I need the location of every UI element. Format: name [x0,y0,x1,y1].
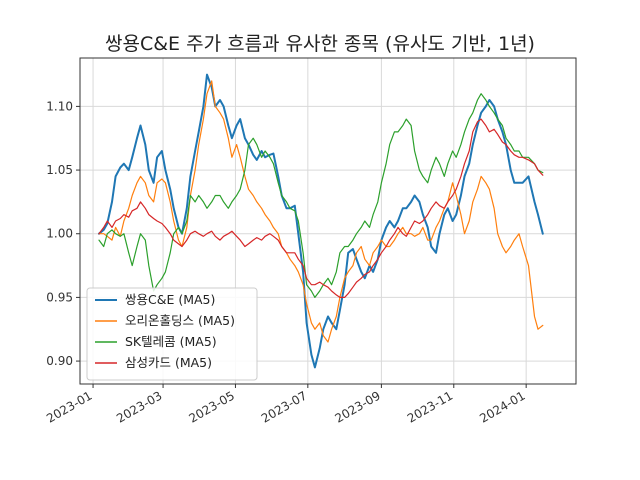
y-tick-label: 0.95 [46,290,73,304]
chart-title: 쌍용C&E 주가 흐름과 유사한 종목 (유사도 기반, 1년) [105,33,535,55]
series-line-3 [98,93,544,298]
x-tick-label: 2023-09 [332,388,382,425]
y-tick-label: 0.90 [46,354,73,368]
legend-label: SK텔레콤 (MA5) [125,334,217,349]
x-tick-label: 2023-11 [405,388,455,425]
y-tick-label: 1.05 [46,163,73,177]
y-tick-label: 1.10 [46,99,73,113]
series-lines [98,73,544,369]
series-line-2 [98,80,544,343]
x-tick-label: 2023-05 [187,388,237,425]
legend-box [86,287,258,381]
legend-label: 삼성카드 (MA5) [125,355,212,370]
legend-label: 오리온홀딩스 (MA5) [125,313,235,328]
y-tick-label: 1.00 [46,227,73,241]
series-line-4 [98,118,544,298]
x-tick-label: 2023-07 [259,388,309,425]
legend-label: 쌍용C&E (MA5) [125,292,215,307]
legend: 쌍용C&E (MA5) 오리온홀딩스 (MA5) SK텔레콤 (MA5) 삼성카드 (… [86,287,258,381]
series-line-1 [98,73,544,369]
x-tick-label: 2023-03 [114,388,164,425]
x-tick-label: 2024-01 [477,388,527,425]
plot-frame [79,57,577,385]
x-tick-label: 2023-01 [44,388,94,425]
